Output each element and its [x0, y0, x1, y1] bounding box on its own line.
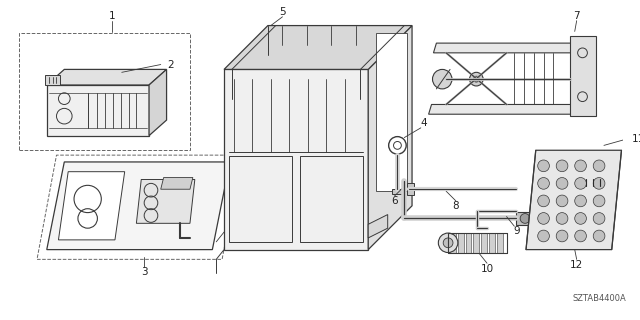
- Bar: [19, 33, 190, 150]
- Circle shape: [520, 213, 530, 223]
- Polygon shape: [466, 233, 472, 252]
- Circle shape: [556, 195, 568, 207]
- Text: 2: 2: [167, 60, 174, 69]
- Text: 5: 5: [279, 7, 286, 17]
- Circle shape: [593, 160, 605, 172]
- Polygon shape: [526, 150, 621, 250]
- Polygon shape: [474, 233, 479, 252]
- Circle shape: [444, 238, 453, 248]
- Polygon shape: [429, 104, 592, 114]
- Polygon shape: [58, 172, 125, 240]
- Polygon shape: [136, 180, 195, 223]
- Polygon shape: [433, 43, 586, 53]
- Text: SZTAB4400A: SZTAB4400A: [572, 294, 626, 303]
- Polygon shape: [407, 183, 414, 195]
- Circle shape: [575, 195, 586, 207]
- Polygon shape: [481, 233, 487, 252]
- Circle shape: [470, 72, 483, 86]
- Polygon shape: [47, 69, 166, 85]
- Text: 6: 6: [391, 196, 398, 206]
- Circle shape: [575, 212, 586, 224]
- Polygon shape: [489, 233, 495, 252]
- Circle shape: [538, 160, 549, 172]
- Circle shape: [538, 230, 549, 242]
- Polygon shape: [516, 212, 534, 225]
- Polygon shape: [450, 233, 456, 252]
- Circle shape: [474, 76, 479, 82]
- Circle shape: [556, 160, 568, 172]
- Circle shape: [575, 178, 586, 189]
- Polygon shape: [149, 69, 166, 136]
- Polygon shape: [376, 33, 407, 191]
- Text: 10: 10: [481, 264, 493, 274]
- Text: 8: 8: [452, 201, 459, 211]
- Polygon shape: [458, 233, 463, 252]
- Circle shape: [593, 230, 605, 242]
- Circle shape: [575, 160, 586, 172]
- Polygon shape: [582, 158, 606, 180]
- Text: 3: 3: [141, 267, 147, 277]
- Circle shape: [433, 69, 452, 89]
- Text: 12: 12: [570, 260, 583, 270]
- Polygon shape: [47, 85, 149, 136]
- Circle shape: [556, 230, 568, 242]
- Circle shape: [556, 212, 568, 224]
- Text: 1: 1: [109, 11, 115, 21]
- Polygon shape: [224, 26, 412, 69]
- Polygon shape: [570, 36, 596, 116]
- Text: 4: 4: [420, 118, 427, 128]
- Circle shape: [575, 230, 586, 242]
- Polygon shape: [368, 26, 412, 250]
- Bar: [300, 156, 364, 242]
- Text: 7: 7: [573, 11, 580, 21]
- Circle shape: [538, 195, 549, 207]
- Circle shape: [593, 195, 605, 207]
- Circle shape: [593, 212, 605, 224]
- Polygon shape: [45, 75, 60, 85]
- Circle shape: [556, 178, 568, 189]
- Bar: [229, 156, 292, 242]
- Polygon shape: [368, 214, 388, 238]
- Polygon shape: [392, 189, 403, 194]
- Text: 9: 9: [513, 226, 520, 236]
- Circle shape: [538, 178, 549, 189]
- Polygon shape: [161, 178, 193, 189]
- Circle shape: [538, 212, 549, 224]
- Circle shape: [593, 178, 605, 189]
- Polygon shape: [497, 233, 502, 252]
- Polygon shape: [224, 69, 368, 250]
- Polygon shape: [47, 162, 230, 250]
- Circle shape: [438, 233, 458, 252]
- Text: 11: 11: [632, 133, 640, 144]
